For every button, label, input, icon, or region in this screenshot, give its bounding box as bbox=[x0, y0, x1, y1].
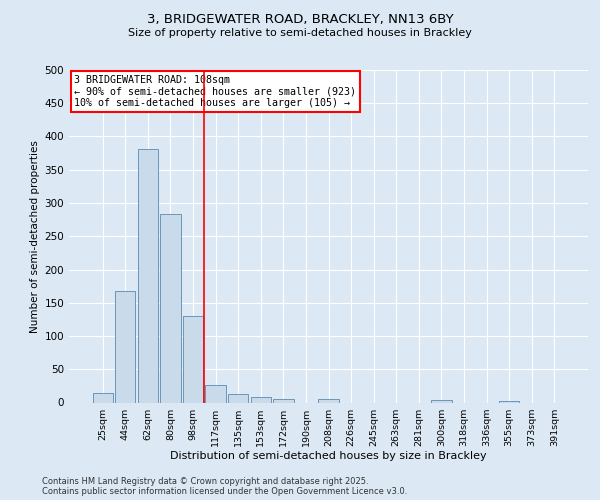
Bar bbox=[183, 316, 203, 402]
Text: 3 BRIDGEWATER ROAD: 108sqm
← 90% of semi-detached houses are smaller (923)
10% o: 3 BRIDGEWATER ROAD: 108sqm ← 90% of semi… bbox=[74, 75, 356, 108]
Text: Contains HM Land Registry data © Crown copyright and database right 2025.: Contains HM Land Registry data © Crown c… bbox=[42, 477, 368, 486]
Bar bbox=[115, 291, 136, 403]
Bar bbox=[273, 399, 293, 402]
Text: Contains public sector information licensed under the Open Government Licence v3: Contains public sector information licen… bbox=[42, 487, 407, 496]
Bar bbox=[251, 397, 271, 402]
Text: Size of property relative to semi-detached houses in Brackley: Size of property relative to semi-detach… bbox=[128, 28, 472, 38]
Bar bbox=[160, 214, 181, 402]
Bar bbox=[431, 400, 452, 402]
Bar bbox=[319, 398, 338, 402]
Bar bbox=[92, 392, 113, 402]
Bar bbox=[228, 394, 248, 402]
X-axis label: Distribution of semi-detached houses by size in Brackley: Distribution of semi-detached houses by … bbox=[170, 452, 487, 462]
Bar bbox=[499, 400, 519, 402]
Bar bbox=[205, 384, 226, 402]
Bar bbox=[138, 149, 158, 403]
Text: 3, BRIDGEWATER ROAD, BRACKLEY, NN13 6BY: 3, BRIDGEWATER ROAD, BRACKLEY, NN13 6BY bbox=[146, 12, 454, 26]
Y-axis label: Number of semi-detached properties: Number of semi-detached properties bbox=[30, 140, 40, 332]
